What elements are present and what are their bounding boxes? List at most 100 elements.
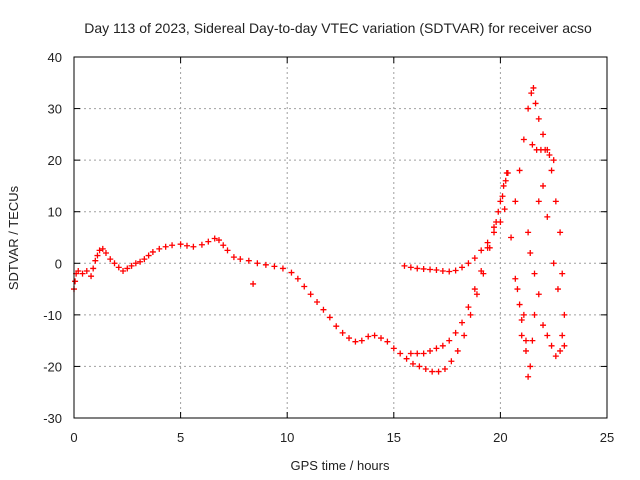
data-point <box>452 329 459 336</box>
data-point <box>435 368 442 375</box>
data-point <box>407 350 414 357</box>
data-point <box>544 213 551 220</box>
y-tick-label: 20 <box>48 153 62 168</box>
data-point <box>414 265 421 272</box>
data-point <box>149 248 156 255</box>
data-point <box>465 304 472 311</box>
data-point <box>561 342 568 349</box>
data-point <box>137 258 144 265</box>
data-point <box>497 198 504 205</box>
data-point <box>346 335 353 342</box>
data-point <box>230 254 237 261</box>
data-point <box>525 229 532 236</box>
data-point <box>527 249 534 256</box>
data-point <box>467 311 474 318</box>
tick-labels: 0 5 10 15 20 25 -30 -20 -10 0 10 20 30 40 <box>43 50 614 445</box>
y-tick-label: 10 <box>48 205 62 220</box>
data-point <box>314 298 321 305</box>
data-point <box>429 368 436 375</box>
data-point <box>439 268 446 275</box>
data-point <box>365 333 372 340</box>
data-point <box>446 337 453 344</box>
data-point <box>465 260 472 267</box>
data-point <box>520 311 527 318</box>
data-point <box>220 242 227 249</box>
x-tick-label: 0 <box>70 430 77 445</box>
data-point <box>427 347 434 354</box>
data-point <box>532 100 539 107</box>
data-point <box>132 260 139 267</box>
grid-lines <box>73 56 608 419</box>
data-point <box>271 263 278 270</box>
data-point <box>535 198 542 205</box>
data-point <box>416 363 423 370</box>
data-point <box>79 270 86 277</box>
data-point <box>245 257 252 264</box>
data-point <box>516 167 523 174</box>
y-tick-label: 30 <box>48 102 62 117</box>
series-outliers <box>250 280 257 287</box>
data-point <box>525 373 532 380</box>
data-point <box>397 350 404 357</box>
data-point <box>427 266 434 273</box>
data-point <box>478 268 485 275</box>
data-point <box>378 335 385 342</box>
data-point <box>557 347 564 354</box>
data-point <box>115 264 122 271</box>
data-point <box>390 345 397 352</box>
data-point <box>478 247 485 254</box>
data-point <box>384 338 391 345</box>
y-tick-label: -10 <box>43 308 62 323</box>
data-point <box>522 337 529 344</box>
data-point <box>128 262 135 269</box>
data-point <box>407 264 414 271</box>
data-point <box>499 193 506 200</box>
data-point <box>205 238 212 245</box>
y-axis-label: SDTVAR / TECUs <box>6 185 21 290</box>
data-point <box>508 234 515 241</box>
data-point <box>326 314 333 321</box>
data-point <box>339 329 346 336</box>
data-point <box>262 261 269 268</box>
data-point <box>371 332 378 339</box>
data-point <box>504 170 511 177</box>
data-point <box>491 229 498 236</box>
data-point <box>107 256 114 263</box>
data-point <box>502 177 509 184</box>
data-point <box>294 275 301 282</box>
data-point <box>518 332 525 339</box>
data-point <box>102 249 109 256</box>
y-tick-label: -30 <box>43 411 62 426</box>
data-points <box>71 84 568 380</box>
data-point <box>552 353 559 360</box>
data-point <box>471 286 478 293</box>
data-point <box>279 265 286 272</box>
data-point <box>548 167 555 174</box>
x-tick-label: 20 <box>493 430 507 445</box>
x-tick-label: 10 <box>280 430 294 445</box>
data-point <box>301 283 308 290</box>
data-point <box>320 306 327 313</box>
data-point <box>422 366 429 373</box>
data-point <box>461 332 468 339</box>
x-tick-label: 15 <box>387 430 401 445</box>
data-point <box>550 157 557 164</box>
data-point <box>75 268 82 275</box>
data-point <box>124 265 131 272</box>
data-point <box>198 241 205 248</box>
data-point <box>484 244 491 251</box>
data-point <box>72 278 79 285</box>
data-point <box>307 291 314 298</box>
data-point <box>531 311 538 318</box>
data-point <box>548 342 555 349</box>
data-point <box>544 332 551 339</box>
data-point <box>473 291 480 298</box>
data-point <box>531 270 538 277</box>
data-point <box>145 252 152 259</box>
data-point <box>546 151 553 158</box>
data-point <box>99 245 106 252</box>
data-point <box>111 260 118 267</box>
data-point <box>250 280 257 287</box>
data-point <box>459 264 466 271</box>
